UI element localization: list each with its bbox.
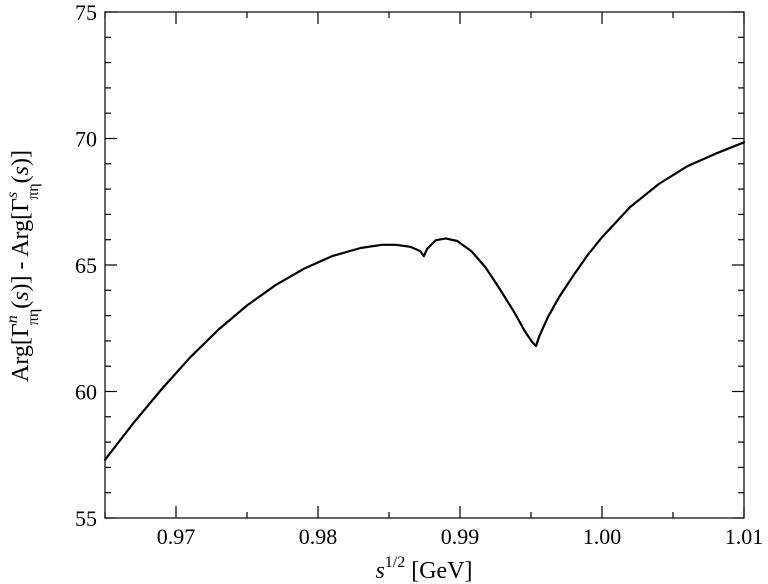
y-tick-label: 60 bbox=[75, 380, 97, 405]
x-axis-title: s1/2 [GeV] bbox=[375, 554, 472, 584]
x-tick-label: 1.01 bbox=[725, 524, 764, 549]
x-tick-label: 1.00 bbox=[583, 524, 622, 549]
series-line bbox=[103, 141, 746, 461]
x-tick-labels: 0.97 0.98 0.99 1.00 1.01 bbox=[157, 524, 764, 549]
x-tick-label: 0.98 bbox=[299, 524, 338, 549]
y-tick-label: 75 bbox=[75, 0, 97, 25]
x-tick-label: 0.97 bbox=[157, 524, 196, 549]
plot-frame bbox=[104, 11, 745, 519]
y-tick-labels: 55 60 65 70 75 bbox=[75, 0, 97, 531]
y-axis-title: Arg[Γn πη(s)] - Arg[Γs πη(s)] bbox=[4, 150, 42, 382]
y-tick-label: 65 bbox=[75, 253, 97, 278]
axis-ticks bbox=[104, 11, 745, 519]
x-tick-label: 0.99 bbox=[441, 524, 480, 549]
y-tick-label: 55 bbox=[75, 506, 97, 531]
y-tick-label: 70 bbox=[75, 127, 97, 152]
